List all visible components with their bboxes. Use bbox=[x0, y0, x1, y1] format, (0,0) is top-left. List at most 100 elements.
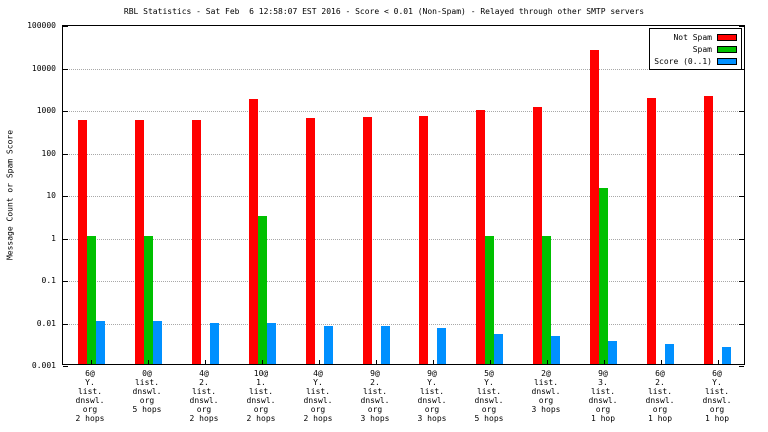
x-axis-label-line: 6@ bbox=[655, 369, 665, 378]
bar-score-0-1 bbox=[665, 344, 674, 364]
bar-spam bbox=[599, 188, 608, 364]
bar-not-spam bbox=[249, 99, 258, 364]
bar-not-spam bbox=[192, 120, 201, 364]
bar-spam bbox=[144, 236, 153, 364]
bar-not-spam bbox=[590, 50, 599, 364]
bar-not-spam bbox=[363, 117, 372, 364]
bar-score-0-1 bbox=[437, 328, 446, 364]
x-axis-label-line: 2 hops bbox=[246, 414, 276, 423]
gridline bbox=[63, 111, 744, 112]
legend-label: Spam bbox=[692, 44, 712, 54]
bar-not-spam bbox=[476, 110, 485, 364]
bar-spam bbox=[258, 216, 267, 364]
x-axis-tick bbox=[319, 360, 320, 364]
x-axis-label-line: org bbox=[481, 405, 497, 414]
bar-score-0-1 bbox=[494, 334, 503, 364]
x-axis-label-line: 5@ bbox=[484, 369, 494, 378]
y-axis-tick bbox=[739, 281, 744, 282]
x-axis-label: 6@ Y. list. dnswl. org 2 hops bbox=[60, 369, 120, 423]
x-axis-label: 4@ 2. list. dnswl. org 2 hops bbox=[174, 369, 234, 423]
x-axis-label-line: org bbox=[424, 405, 440, 414]
x-axis-labels: 6@ Y. list. dnswl. org 2 hops 0@ list. dnswl. org… bbox=[62, 369, 745, 429]
x-axis-tick bbox=[148, 360, 149, 364]
y-axis-tick bbox=[63, 324, 68, 325]
x-axis-label-line: dnswl. bbox=[531, 387, 561, 396]
x-axis-label-line: 4@ bbox=[313, 369, 323, 378]
x-axis-label-line: org bbox=[310, 405, 326, 414]
x-axis-label-line: list. bbox=[191, 387, 217, 396]
y-axis-tick bbox=[739, 111, 744, 112]
x-axis-tick bbox=[205, 360, 206, 364]
x-axis-tick bbox=[91, 360, 92, 364]
x-axis-label-line: 10@ bbox=[253, 369, 269, 378]
bar-spam bbox=[485, 236, 494, 364]
bar-not-spam bbox=[135, 120, 144, 364]
x-axis-label-line: dnswl. bbox=[75, 396, 105, 405]
bar-score-0-1 bbox=[381, 326, 390, 364]
bar-score-0-1 bbox=[722, 347, 731, 364]
x-axis-label-line: 2 hops bbox=[189, 414, 219, 423]
y-axis-tick bbox=[739, 366, 744, 367]
x-axis-label-line: 6@ bbox=[712, 369, 722, 378]
x-axis-tick bbox=[718, 360, 719, 364]
x-axis-label-line: 1 hop bbox=[647, 414, 673, 423]
legend-label: Score (0..1) bbox=[654, 56, 712, 66]
x-axis-label-line: 2 hops bbox=[75, 414, 105, 423]
bar-not-spam bbox=[419, 116, 428, 364]
y-axis-tick bbox=[63, 281, 68, 282]
x-axis-label-line: list. bbox=[77, 387, 103, 396]
y-axis-tick bbox=[63, 111, 68, 112]
x-axis-label-line: list. bbox=[647, 387, 673, 396]
legend-swatch bbox=[717, 33, 737, 41]
legend-entry: Score (0..1) bbox=[654, 55, 737, 67]
x-axis-label-line: list. bbox=[419, 387, 445, 396]
x-axis-tick bbox=[547, 360, 548, 364]
x-axis-label-line: 3. bbox=[598, 378, 608, 387]
y-tick-label: 100 bbox=[41, 149, 56, 158]
x-axis-label-line: list. bbox=[476, 387, 502, 396]
x-axis-label-line: org bbox=[709, 405, 725, 414]
x-axis-label-line: list. bbox=[134, 378, 160, 387]
x-axis-label-line: list. bbox=[248, 387, 274, 396]
legend-entry: Spam bbox=[654, 43, 737, 55]
bar-spam bbox=[87, 236, 96, 364]
x-axis-label-line: Y. bbox=[484, 378, 494, 387]
bar-spam bbox=[542, 236, 551, 364]
legend-swatch bbox=[717, 45, 737, 53]
y-tick-label: 0.001 bbox=[31, 361, 56, 370]
x-axis-label: 4@ Y. list. dnswl. org 2 hops bbox=[288, 369, 348, 423]
x-axis-label: 9@ 2. list. dnswl. org 3 hops bbox=[345, 369, 405, 423]
x-axis-label-line: 2. bbox=[199, 378, 209, 387]
y-axis-tick bbox=[63, 154, 68, 155]
x-axis-label-line: 3 hops bbox=[417, 414, 447, 423]
bar-not-spam bbox=[704, 96, 713, 364]
y-tick-label: 1000 bbox=[36, 106, 56, 115]
x-axis-label-line: 3 hops bbox=[531, 405, 561, 414]
x-axis-label-line: org bbox=[253, 405, 269, 414]
x-axis-label-line: 9@ bbox=[427, 369, 437, 378]
bar-score-0-1 bbox=[267, 323, 276, 364]
x-axis-label-line: dnswl. bbox=[645, 396, 675, 405]
x-axis-label: 10@ 1. list. dnswl. org 2 hops bbox=[231, 369, 291, 423]
legend-swatch bbox=[717, 57, 737, 65]
y-axis-tick bbox=[63, 196, 68, 197]
x-axis-tick bbox=[490, 360, 491, 364]
x-axis-label-line: dnswl. bbox=[702, 396, 732, 405]
y-tick-label: 10 bbox=[46, 191, 56, 200]
x-axis-tick bbox=[376, 360, 377, 364]
x-axis-label-line: org bbox=[595, 405, 611, 414]
x-axis-label-line: 0@ bbox=[142, 369, 152, 378]
x-axis-label-line: 3 hops bbox=[360, 414, 390, 423]
x-axis-label-line: 1 hop bbox=[590, 414, 616, 423]
x-axis-label: 6@ Y. list. dnswl. org 1 hop bbox=[687, 369, 747, 423]
x-axis-tick bbox=[262, 360, 263, 364]
x-axis-label: 2@ list. dnswl. org 3 hops bbox=[516, 369, 576, 414]
x-axis-label-line: org bbox=[139, 396, 155, 405]
x-axis-label: 0@ list. dnswl. org 5 hops bbox=[117, 369, 177, 414]
x-axis-label-line: dnswl. bbox=[132, 387, 162, 396]
x-axis-label-line: dnswl. bbox=[360, 396, 390, 405]
x-axis-label-line: dnswl. bbox=[417, 396, 447, 405]
plot-area: Not Spam Spam Score (0..1) bbox=[62, 25, 745, 367]
y-axis-tick bbox=[739, 239, 744, 240]
bar-score-0-1 bbox=[96, 321, 105, 364]
